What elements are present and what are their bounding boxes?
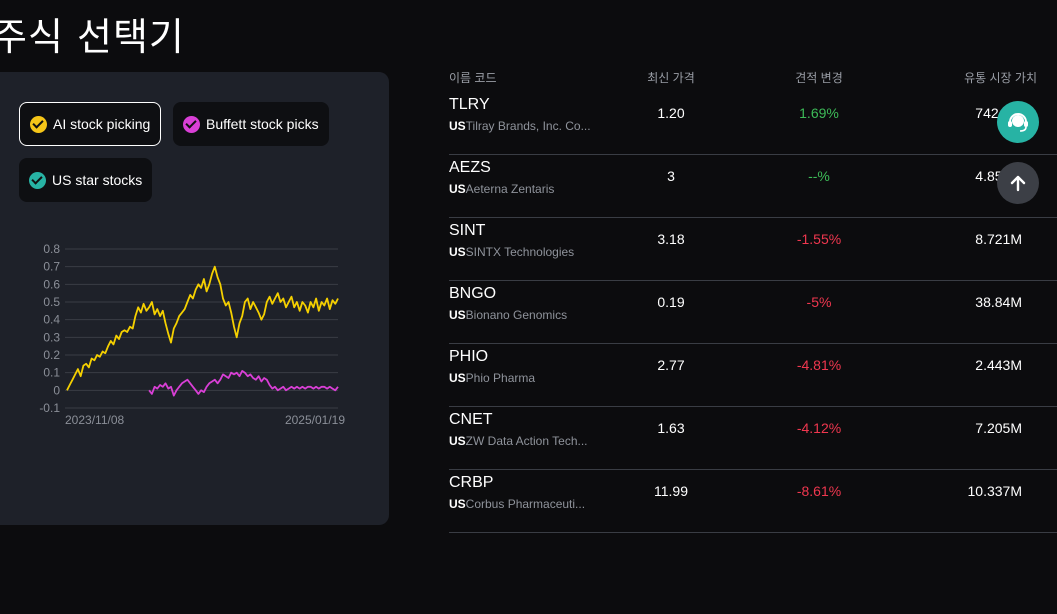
y-tick-label: 0.1 bbox=[43, 366, 60, 380]
arrow-up-icon bbox=[1010, 175, 1026, 192]
quote-change: -5% bbox=[806, 294, 832, 310]
page-title: 주식 선택기 bbox=[0, 15, 185, 59]
market-code: US bbox=[449, 182, 466, 196]
table-header: 이름 코드 최신 가격 견적 변경 유통 시장 가치 bbox=[449, 64, 1057, 92]
company-name: Bionano Genomics bbox=[465, 308, 568, 322]
latest-price: 2.77 bbox=[657, 357, 685, 373]
chip-buffett-stock-picks[interactable]: Buffett stock picks bbox=[173, 102, 329, 146]
stock-subtitle: USSINTX Technologies bbox=[449, 245, 574, 259]
chip-label: Buffett stock picks bbox=[206, 116, 319, 132]
y-tick-label: 0.2 bbox=[43, 348, 60, 362]
stock-ticker: BNGO bbox=[449, 285, 497, 302]
stock-ticker: AEZS bbox=[449, 159, 491, 176]
quote-change: -1.55% bbox=[796, 231, 842, 247]
chip-label: US star stocks bbox=[52, 172, 143, 188]
y-tick-label: -0.1 bbox=[39, 401, 60, 415]
x-axis-start-label: 2023/11/08 bbox=[65, 413, 124, 427]
performance-line-chart: 0.8 0.7 0.6 0.5 0.4 0.3 0.2 0.1 0 -0.1 2023/11/08… bbox=[39, 242, 345, 427]
market-cap: 2.443M bbox=[975, 357, 1022, 373]
table-row[interactable]: CRBP USCorbus Pharmaceuti... 11.99 -8.61% 10… bbox=[449, 470, 1057, 533]
stock-subtitle: USBionano Genomics bbox=[449, 308, 567, 322]
chart-series bbox=[66, 265, 339, 397]
market-code: US bbox=[449, 245, 466, 259]
stock-ticker: CNET bbox=[449, 411, 493, 428]
quote-change: -8.61% bbox=[796, 483, 842, 499]
stock-subtitle: USTilray Brands, Inc. Co... bbox=[449, 119, 591, 133]
chart-grid bbox=[65, 248, 338, 409]
chip-ai-stock-picking[interactable]: AI stock picking bbox=[19, 102, 162, 146]
latest-price: 1.63 bbox=[657, 420, 685, 436]
table-row[interactable]: PHIO USPhio Pharma 2.77 -4.81% 2.443M bbox=[449, 344, 1057, 407]
header-quote-change[interactable]: 견적 변경 bbox=[795, 71, 843, 85]
chart-y-axis: 0.8 0.7 0.6 0.5 0.4 0.3 0.2 0.1 0 -0.1 bbox=[39, 242, 60, 415]
y-tick-label: 0.7 bbox=[43, 260, 60, 274]
table-row[interactable]: TLRY USTilray Brands, Inc. Co... 1.20 1.69%… bbox=[449, 92, 1057, 155]
y-tick-label: 0.8 bbox=[43, 242, 60, 256]
headset-support-icon bbox=[1008, 113, 1028, 132]
table-row[interactable]: SINT USSINTX Technologies 3.18 -1.55% 8.721M bbox=[449, 218, 1057, 281]
market-code: US bbox=[449, 308, 466, 322]
company-name: Corbus Pharmaceuti... bbox=[465, 497, 586, 511]
market-code: US bbox=[449, 497, 466, 511]
y-tick-label: 0.6 bbox=[43, 277, 60, 291]
y-tick-label: 0 bbox=[53, 383, 60, 397]
market-cap: 10.337M bbox=[967, 483, 1022, 499]
latest-price: 0.19 bbox=[657, 294, 685, 310]
market-cap: 7.205M bbox=[975, 420, 1022, 436]
market-code: US bbox=[449, 119, 466, 133]
market-code: US bbox=[449, 434, 466, 448]
y-tick-label: 0.3 bbox=[43, 330, 60, 344]
latest-price: 3 bbox=[667, 168, 675, 184]
chip-label: AI stock picking bbox=[53, 116, 151, 132]
x-axis-end-label: 2025/01/19 bbox=[285, 413, 345, 427]
market-cap: 8.721M bbox=[975, 231, 1022, 247]
y-tick-label: 0.4 bbox=[43, 313, 60, 327]
table-row[interactable]: BNGO USBionano Genomics 0.19 -5% 38.84M bbox=[449, 281, 1057, 344]
market-cap: 38.84M bbox=[975, 294, 1022, 310]
customer-support-button[interactable] bbox=[997, 101, 1039, 143]
header-name-code[interactable]: 이름 코드 bbox=[449, 71, 497, 85]
company-name: Aeterna Zentaris bbox=[465, 182, 555, 196]
latest-price: 11.99 bbox=[654, 483, 688, 499]
stock-ticker: TLRY bbox=[449, 96, 490, 113]
check-circle-icon bbox=[29, 171, 46, 189]
stock-subtitle: USCorbus Pharmaceuti... bbox=[449, 497, 585, 511]
stock-ticker: SINT bbox=[449, 222, 486, 239]
stock-subtitle: USPhio Pharma bbox=[449, 371, 535, 385]
stock-subtitle: USZW Data Action Tech... bbox=[449, 434, 588, 448]
quote-change: 1.69% bbox=[799, 105, 839, 121]
market-code: US bbox=[449, 371, 466, 385]
company-name: ZW Data Action Tech... bbox=[465, 434, 588, 448]
header-market-cap[interactable]: 유통 시장 가치 bbox=[964, 71, 1037, 85]
table-body: TLRY USTilray Brands, Inc. Co... 1.20 1.69%… bbox=[449, 92, 1057, 533]
company-name: Tilray Brands, Inc. Co... bbox=[465, 119, 591, 133]
company-name: SINTX Technologies bbox=[465, 245, 575, 259]
stock-subtitle: USAeterna Zentaris bbox=[449, 182, 554, 196]
latest-price: 3.18 bbox=[657, 231, 685, 247]
scroll-to-top-button[interactable] bbox=[997, 162, 1039, 204]
company-name: Phio Pharma bbox=[465, 371, 536, 385]
stock-ticker: PHIO bbox=[449, 348, 489, 365]
check-circle-icon bbox=[183, 115, 200, 133]
table-row[interactable]: CNET USZW Data Action Tech... 1.63 -4.12% 7.… bbox=[449, 407, 1057, 470]
chip-us-star-stocks[interactable]: US star stocks bbox=[19, 158, 153, 202]
y-tick-label: 0.5 bbox=[43, 295, 60, 309]
quote-change: -4.81% bbox=[796, 357, 842, 373]
series-line bbox=[148, 369, 339, 397]
quote-change: --% bbox=[808, 168, 830, 184]
check-circle-icon bbox=[30, 115, 47, 133]
stock-table: 이름 코드 최신 가격 견적 변경 유통 시장 가치 TLRY USTilray … bbox=[449, 64, 1057, 533]
stock-ticker: CRBP bbox=[449, 474, 494, 491]
quote-change: -4.12% bbox=[796, 420, 842, 436]
latest-price: 1.20 bbox=[657, 105, 685, 121]
series-line bbox=[66, 265, 339, 391]
strategy-panel bbox=[0, 72, 389, 525]
header-latest-price[interactable]: 최신 가격 bbox=[647, 71, 695, 85]
